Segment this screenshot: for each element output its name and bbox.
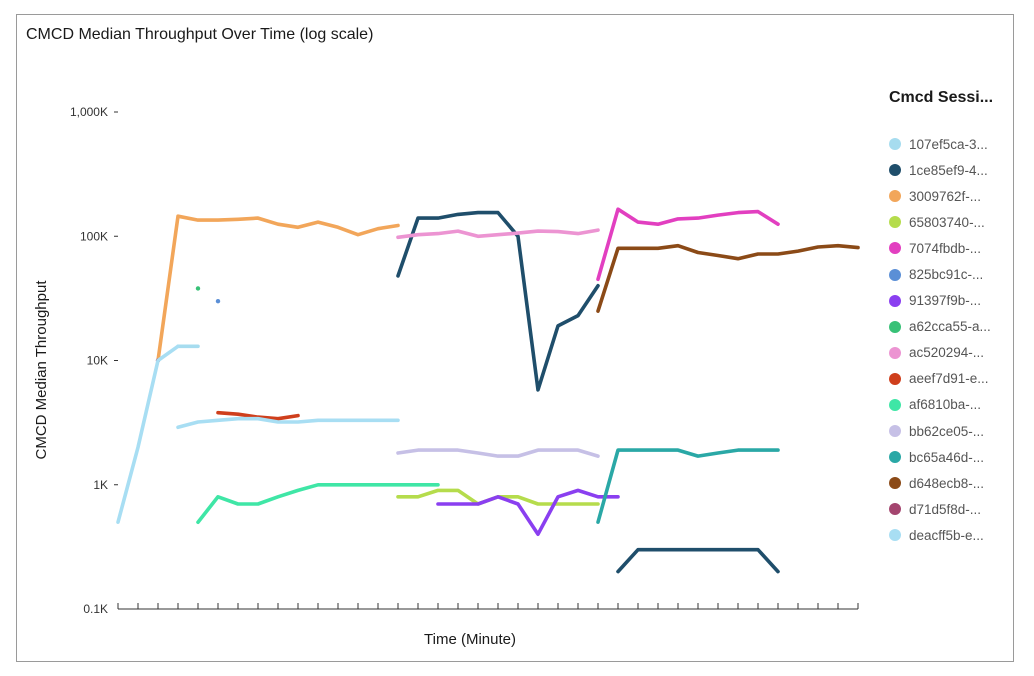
legend-swatch <box>889 320 901 333</box>
axes: 0.1K 1K 10K 100K 1,000K <box>70 105 859 616</box>
series-11 <box>196 482 440 525</box>
series-line <box>156 214 400 363</box>
legend-swatch <box>889 242 901 255</box>
chart-frame <box>16 14 1014 662</box>
y-tick-label: 0.1K <box>83 602 108 616</box>
legend-item[interactable]: af6810ba-... <box>889 392 991 418</box>
legend-swatch <box>889 451 901 464</box>
legend-item[interactable]: 91397f9b-... <box>889 288 991 314</box>
series-14 <box>596 243 860 313</box>
series-lines <box>116 207 860 574</box>
legend: 107ef5ca-3... 1ce85ef9-4... 3009762f-... 65… <box>889 131 991 549</box>
series-line <box>596 448 780 525</box>
y-tick-label: 1K <box>93 478 108 492</box>
legend-swatch <box>889 503 901 516</box>
legend-swatch <box>889 216 901 229</box>
series-line <box>436 488 620 537</box>
series-line <box>596 243 860 313</box>
series-16 <box>116 344 400 525</box>
legend-item[interactable]: deacff5b-e... <box>889 522 991 548</box>
legend-label: 825bc91c-... <box>909 267 984 283</box>
legend-label: 65803740-... <box>909 214 985 230</box>
data-point <box>195 286 201 291</box>
legend-item[interactable]: ac520294-... <box>889 340 991 366</box>
series-8 <box>195 286 201 291</box>
legend-item[interactable]: 65803740-... <box>889 209 991 235</box>
legend-label: af6810ba-... <box>909 397 982 413</box>
legend-swatch <box>889 294 901 307</box>
series-5 <box>596 207 780 282</box>
y-tick-label: 10K <box>87 354 108 368</box>
legend-label: d648ecb8-... <box>909 475 985 491</box>
chart-title: CMCD Median Throughput Over Time (log sc… <box>26 26 374 43</box>
legend-label: deacff5b-e... <box>909 527 984 543</box>
legend-label: bb62ce05-... <box>909 423 985 439</box>
legend-label: ac520294-... <box>909 345 985 361</box>
legend-item[interactable]: 3009762f-... <box>889 183 991 209</box>
series-line <box>616 547 780 574</box>
legend-item[interactable]: bb62ce05-... <box>889 418 991 444</box>
legend-swatch <box>889 398 901 411</box>
legend-label: 107ef5ca-3... <box>909 136 988 152</box>
series-line <box>396 228 600 240</box>
legend-item[interactable]: 7074fbdb-... <box>889 235 991 261</box>
series-9 <box>396 228 600 240</box>
legend-item[interactable]: 825bc91c-... <box>889 261 991 287</box>
legend-label: 91397f9b-... <box>909 293 982 309</box>
legend-item[interactable]: bc65a46d-... <box>889 444 991 470</box>
series-6 <box>215 299 221 304</box>
legend-item[interactable]: 107ef5ca-3... <box>889 131 991 157</box>
series-2 <box>396 210 780 574</box>
legend-item[interactable]: d648ecb8-... <box>889 470 991 496</box>
series-line <box>596 207 780 282</box>
legend-label: 1ce85ef9-4... <box>909 162 988 178</box>
series-line <box>396 448 600 458</box>
legend-label: 7074fbdb-... <box>909 240 982 256</box>
data-point <box>215 299 221 304</box>
y-tick-label: 1,000K <box>70 105 108 119</box>
legend-swatch <box>889 529 901 542</box>
legend-label: bc65a46d-... <box>909 449 985 465</box>
legend-swatch <box>889 138 901 151</box>
series-13 <box>596 448 780 525</box>
legend-label: aeef7d91-e... <box>909 371 989 387</box>
series-line <box>176 416 400 430</box>
legend-swatch <box>889 164 901 177</box>
legend-item[interactable]: 1ce85ef9-4... <box>889 157 991 183</box>
series-12 <box>396 448 600 458</box>
legend-swatch <box>889 425 901 438</box>
series-line <box>396 210 600 392</box>
legend-swatch <box>889 372 901 385</box>
y-axis-label: CMCD Median Throughput <box>33 280 50 460</box>
legend-swatch <box>889 477 901 490</box>
legend-title: Cmcd Sessi... <box>889 89 994 106</box>
series-line <box>116 344 180 525</box>
legend-swatch <box>889 346 901 359</box>
series-line <box>196 482 440 525</box>
series-3 <box>156 214 400 363</box>
legend-swatch <box>889 268 901 281</box>
legend-swatch <box>889 190 901 203</box>
series-7 <box>436 488 620 537</box>
legend-item[interactable]: aeef7d91-e... <box>889 366 991 392</box>
legend-item[interactable]: d71d5f8d-... <box>889 496 991 522</box>
legend-label: 3009762f-... <box>909 188 982 204</box>
legend-label: a62cca55-a... <box>909 319 991 335</box>
y-tick-label: 100K <box>80 229 108 243</box>
legend-label: d71d5f8d-... <box>909 501 982 517</box>
legend-item[interactable]: a62cca55-a... <box>889 314 991 340</box>
x-axis-label: Time (Minute) <box>424 631 516 648</box>
